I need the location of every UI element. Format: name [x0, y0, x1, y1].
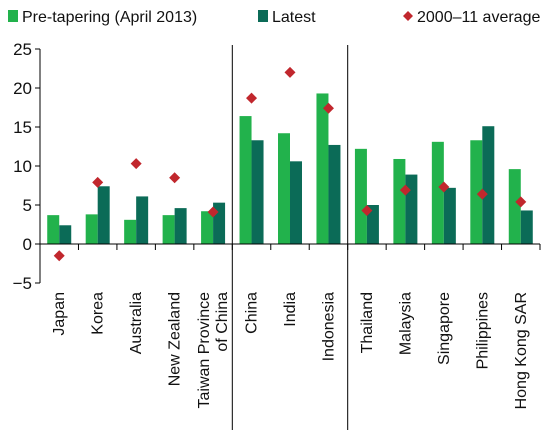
average-marker-japan — [53, 250, 65, 262]
category-label-hong-kong-sar: Hong Kong SAR — [513, 292, 530, 409]
average-marker-taiwan-province-of-china — [207, 206, 219, 218]
average-markers — [53, 66, 527, 262]
y-tick-label-3: 10 — [13, 157, 32, 176]
bar-pre-tapering-april-2013-hong-kong-sar — [508, 169, 521, 244]
legend-swatch-latest — [258, 10, 268, 22]
bar-latest-china — [251, 140, 264, 244]
y-tick-label-0: −5 — [13, 274, 32, 293]
average-marker-malaysia — [399, 184, 411, 196]
bar-latest-singapore — [443, 187, 456, 244]
x-axis: Japan Korea Australia New Zealand Taiwan Pro… — [39, 243, 541, 409]
bar-latest-new-zealand — [174, 208, 187, 244]
bar-pre-tapering-april-2013-china — [239, 116, 252, 244]
bar-latest-malaysia — [405, 174, 418, 244]
bar-pre-tapering-april-2013-japan — [47, 215, 60, 244]
bar-pre-tapering-april-2013-taiwan-province-of-china — [201, 211, 214, 244]
bar-latest-australia — [136, 196, 149, 244]
bar-latest-indonesia — [328, 144, 341, 244]
bar-pre-tapering-april-2013-thailand — [354, 148, 367, 244]
bar-pre-tapering-april-2013-singapore — [431, 141, 444, 244]
bars — [47, 93, 533, 245]
y-tick-label-5: 20 — [13, 79, 32, 98]
bar-pre-tapering-april-2013-india — [278, 133, 290, 244]
category-label-philippines: Philippines — [474, 292, 491, 369]
category-label-malaysia: Malaysia — [397, 292, 414, 355]
legend-swatch-pre-tapering-april-2013 — [8, 10, 18, 22]
category-label-new-zealand: New Zealand — [167, 292, 184, 386]
legend-label-pre-tapering-april-2013: Pre-tapering (April 2013) — [22, 9, 197, 26]
category-label-singapore: Singapore — [436, 292, 453, 365]
category-label-indonesia: Indonesia — [320, 292, 337, 361]
category-label-taiwan-province-of-china-line-0: Taiwan Province — [196, 292, 213, 409]
average-marker-new-zealand — [169, 172, 181, 184]
average-marker-singapore — [438, 181, 450, 193]
y-tick-label-2: 5 — [23, 196, 32, 215]
y-tick-label-6: 25 — [13, 40, 32, 59]
bar-latest-philippines — [482, 126, 495, 244]
legend: Pre-tapering (April 2013) Latest 2000–11 a… — [8, 9, 540, 26]
group-separators — [231, 45, 349, 430]
bar-pre-tapering-april-2013-australia — [124, 219, 137, 244]
average-marker-china — [246, 92, 258, 104]
y-axis: −5 0 5 10 15 20 25 — [13, 40, 41, 293]
average-marker-india — [284, 66, 296, 78]
bar-pre-tapering-april-2013-malaysia — [393, 158, 406, 244]
category-label-thailand: Thailand — [359, 292, 376, 353]
bar-latest-korea — [97, 186, 110, 244]
y-tick-label-4: 15 — [13, 118, 32, 137]
legend-label-2000-11-average: 2000–11 average — [417, 9, 540, 26]
bar-pre-tapering-april-2013-korea — [85, 214, 98, 244]
bar-pre-tapering-april-2013-new-zealand — [162, 215, 175, 244]
average-marker-thailand — [361, 204, 373, 216]
bar-latest-japan — [59, 225, 72, 244]
legend-label-latest: Latest — [272, 9, 316, 26]
average-marker-philippines — [476, 188, 488, 200]
category-label-china: China — [244, 292, 261, 334]
average-marker-hong-kong-sar — [515, 196, 527, 208]
average-marker-korea — [92, 176, 104, 188]
y-tick-label-1: 0 — [23, 235, 32, 254]
legend-swatch-2000-11-average — [403, 11, 413, 21]
category-label-japan: Japan — [51, 292, 68, 336]
average-marker-indonesia — [322, 102, 334, 114]
category-label-india: India — [282, 292, 299, 327]
category-label-taiwan-province-of-china-line-1: of China — [214, 292, 231, 352]
category-label-korea: Korea — [90, 292, 107, 335]
bar-latest-india — [290, 161, 302, 244]
bar-pre-tapering-april-2013-philippines — [470, 140, 483, 244]
bar-latest-hong-kong-sar — [520, 210, 533, 244]
bar-latest-thailand — [366, 205, 379, 244]
bar-pre-tapering-april-2013-indonesia — [316, 93, 329, 245]
category-label-australia: Australia — [128, 292, 145, 354]
average-marker-australia — [130, 158, 142, 170]
